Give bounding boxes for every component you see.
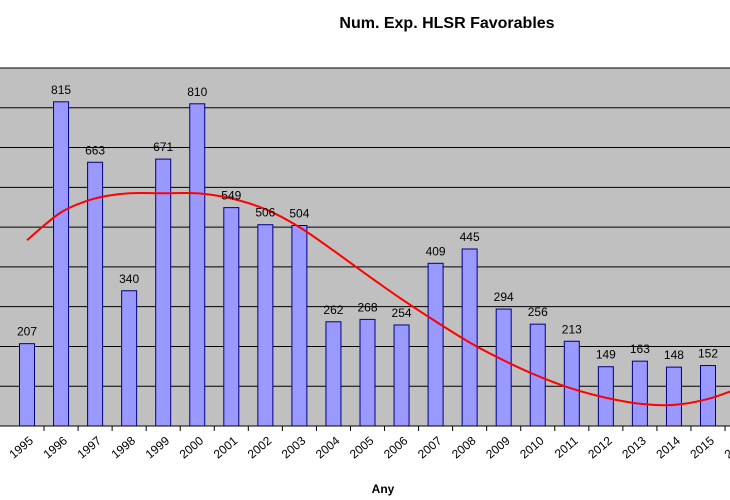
- x-tick-label-2015: 2015: [687, 433, 717, 461]
- bar-2000: [189, 103, 206, 427]
- bar-2001: [223, 207, 240, 427]
- x-tick-label-1995: 1995: [6, 433, 36, 461]
- bar-2011: [563, 340, 580, 427]
- x-tick-label-2002: 2002: [245, 433, 275, 461]
- data-label-2009: 294: [494, 290, 514, 304]
- data-label-1995: 207: [17, 325, 37, 339]
- bar-1998: [121, 290, 138, 427]
- x-tick-label-2007: 2007: [415, 433, 445, 461]
- data-label-2015: 152: [698, 347, 718, 361]
- x-tick-label-1998: 1998: [109, 433, 139, 461]
- data-label-2000: 810: [187, 85, 207, 99]
- bar-2004: [325, 321, 342, 427]
- bar-2006: [393, 324, 410, 427]
- x-tick-label-2014: 2014: [653, 433, 683, 461]
- data-label-2003: 504: [289, 207, 309, 221]
- x-tick-label-2012: 2012: [585, 433, 615, 461]
- x-tick-label-1997: 1997: [75, 433, 105, 461]
- data-label-1998: 340: [119, 272, 139, 286]
- data-label-2006: 254: [392, 306, 412, 320]
- x-tick-label-2000: 2000: [177, 433, 207, 461]
- data-label-1997: 663: [85, 143, 105, 157]
- bar-2003: [291, 225, 308, 427]
- data-label-2012: 149: [596, 348, 616, 362]
- bar-2009: [495, 308, 512, 427]
- bar-2014: [665, 366, 682, 427]
- bar-2013: [631, 360, 648, 427]
- bar-1999: [155, 158, 172, 427]
- plot-area: 207 815 663 340 671 810 549 506 504 262 268 254 409 4…: [0, 67, 730, 461]
- x-tick-label-2013: 2013: [619, 433, 649, 461]
- x-tick-label-2001: 2001: [211, 433, 241, 461]
- bar-2007: [427, 262, 444, 427]
- x-tick-label-2005: 2005: [347, 433, 377, 461]
- data-label-2002: 506: [255, 206, 275, 220]
- trendline: [26, 191, 730, 407]
- data-label-1999: 671: [153, 140, 173, 154]
- data-label-1996: 815: [51, 83, 71, 97]
- x-tick-label-2006: 2006: [381, 433, 411, 461]
- data-label-2008: 445: [460, 230, 480, 244]
- bar-2002: [257, 224, 274, 427]
- data-label-2001: 549: [221, 189, 241, 203]
- bar-2015: [700, 365, 716, 427]
- x-tick-label-2003: 2003: [279, 433, 309, 461]
- data-label-2007: 409: [426, 244, 446, 258]
- data-label-2011: 213: [562, 322, 582, 336]
- x-tick-label-2008: 2008: [449, 433, 479, 461]
- x-tick-label-2009: 2009: [483, 433, 513, 461]
- x-tick-label-1999: 1999: [143, 433, 173, 461]
- bar-1995: [19, 343, 35, 427]
- data-label-2013: 163: [630, 342, 650, 356]
- data-label-2010: 256: [528, 305, 548, 319]
- x-tick-label-1996: 1996: [41, 433, 71, 461]
- chart-title: Num. Exp. HLSR Favorables: [339, 15, 554, 32]
- x-tick-label-2010: 2010: [517, 433, 547, 461]
- x-tick-label-2016: 2016: [722, 433, 730, 461]
- bar-1996: [53, 101, 70, 427]
- data-label-2014: 148: [664, 348, 684, 362]
- x-axis-label: Any: [372, 482, 395, 496]
- bar-2005: [359, 318, 376, 427]
- bar-2008: [461, 248, 478, 427]
- data-label-2005: 268: [357, 300, 377, 314]
- bar-1997: [87, 161, 104, 427]
- x-tick-label-2004: 2004: [313, 433, 343, 461]
- data-label-2004: 262: [323, 303, 343, 317]
- x-tick-label-2011: 2011: [552, 433, 581, 461]
